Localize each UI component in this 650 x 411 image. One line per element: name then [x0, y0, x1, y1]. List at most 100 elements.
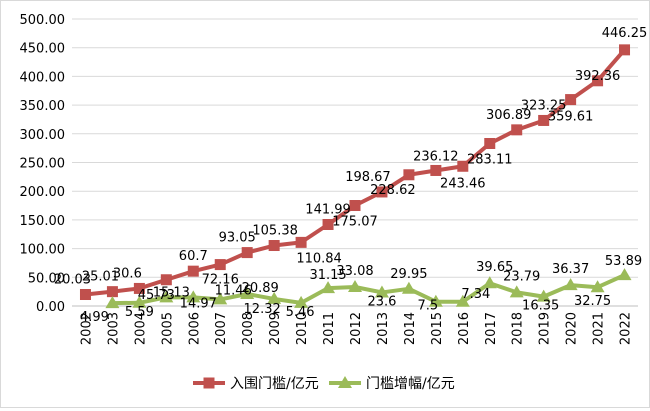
legend-label: 入围门槛/亿元	[230, 376, 319, 392]
data-label: 110.84	[296, 251, 342, 266]
legend-marker	[203, 377, 215, 389]
data-label: 20.03	[54, 273, 91, 288]
data-label: 45.73	[138, 288, 175, 303]
data-point	[430, 164, 442, 176]
data-label: 39.65	[476, 260, 513, 275]
data-point	[132, 295, 147, 308]
data-label: 29.95	[390, 267, 427, 282]
data-label: 72.16	[202, 273, 239, 288]
x-tick-label: 2017	[484, 312, 499, 345]
data-label: 31.15	[309, 268, 346, 283]
x-tick-label: 2007	[214, 312, 229, 345]
data-point	[240, 287, 255, 300]
data-point	[590, 280, 605, 293]
data-label: 243.46	[440, 176, 486, 191]
data-label: 306.89	[486, 108, 532, 123]
data-label: 53.89	[605, 254, 642, 269]
data-point	[565, 94, 577, 106]
data-label: 25.01	[82, 270, 119, 285]
data-point	[160, 274, 172, 286]
data-label: 359.61	[548, 110, 594, 125]
data-point	[241, 247, 253, 259]
x-tick-label: 2019	[538, 312, 553, 345]
data-point	[186, 290, 201, 303]
y-tick-label: 200.00	[20, 185, 66, 200]
x-tick-label: 2016	[457, 312, 472, 345]
legend-marker	[338, 376, 352, 388]
y-tick-label: 250.00	[20, 157, 66, 172]
data-point	[538, 114, 550, 126]
data-label: 141.99	[305, 202, 351, 217]
x-tick-label: 2008	[241, 312, 256, 345]
legend-item: 入围门槛/亿元	[193, 376, 319, 392]
y-tick-label: 500.00	[20, 13, 66, 28]
data-label: 446.25	[602, 26, 648, 41]
data-point	[401, 281, 416, 294]
y-tick-label: 350.00	[20, 99, 66, 114]
x-tick-label: 2014	[403, 312, 418, 345]
y-tick-label: 450.00	[20, 42, 66, 57]
data-label: 30.6	[113, 266, 142, 281]
data-point	[484, 137, 496, 149]
x-tick-label: 2005	[160, 312, 175, 345]
data-label: 228.62	[370, 183, 416, 198]
data-label: 236.12	[413, 149, 459, 164]
x-tick-label: 2012	[349, 312, 364, 345]
x-tick-label: 2011	[322, 312, 337, 345]
x-tick-label: 2021	[592, 312, 607, 345]
data-point	[321, 281, 336, 294]
data-point	[187, 265, 199, 277]
data-point	[322, 218, 334, 230]
x-tick-label: 2010	[295, 312, 310, 345]
data-label: 60.7	[179, 249, 208, 264]
data-label: 20.89	[242, 281, 279, 296]
data-point	[592, 75, 604, 87]
data-label: 7.34	[461, 287, 490, 302]
data-label: 16.35	[522, 299, 559, 314]
data-point	[403, 169, 415, 181]
x-tick-label: 2013	[376, 312, 391, 345]
data-point	[509, 285, 524, 298]
data-label: 5.46	[286, 305, 315, 320]
data-label: 12.32	[244, 302, 281, 317]
x-tick-label: 2022	[619, 312, 634, 345]
data-point	[455, 294, 470, 307]
data-label: 323.25	[521, 98, 567, 113]
data-point	[428, 294, 443, 307]
data-label: 283.11	[467, 152, 513, 167]
data-label: 392.36	[575, 69, 621, 84]
data-point	[511, 124, 523, 136]
y-tick-label: 150.00	[20, 214, 66, 229]
y-tick-label: 400.00	[20, 70, 66, 85]
series-line-2	[110, 273, 627, 306]
data-label: 175.07	[332, 215, 378, 230]
data-point	[79, 289, 91, 301]
data-point	[159, 290, 174, 303]
data-point	[349, 200, 361, 212]
data-point	[294, 295, 309, 308]
data-point	[348, 280, 362, 293]
x-tick-label: 2004	[133, 312, 148, 345]
data-label: 11.46	[215, 283, 252, 298]
data-point	[563, 278, 578, 291]
y-tick-label: 100.00	[20, 243, 66, 258]
x-tick-label: 2003	[106, 312, 121, 345]
data-point	[213, 292, 228, 305]
y-tick-label: 0.00	[36, 300, 65, 315]
data-label: 15.13	[153, 285, 190, 300]
data-label: 7.5	[418, 299, 439, 314]
data-point	[619, 44, 631, 56]
x-tick-label: 2018	[511, 312, 526, 345]
data-label: 23.79	[503, 269, 540, 284]
y-tick-label: 300.00	[20, 128, 66, 143]
data-label: 4.99	[80, 310, 109, 325]
x-tick-label: 2006	[187, 312, 202, 345]
data-point	[617, 268, 632, 281]
data-label: 5.59	[125, 305, 154, 320]
data-point	[482, 276, 497, 289]
data-point	[376, 186, 388, 198]
x-tick-label: 2020	[565, 312, 580, 345]
data-label: 36.37	[552, 262, 589, 277]
